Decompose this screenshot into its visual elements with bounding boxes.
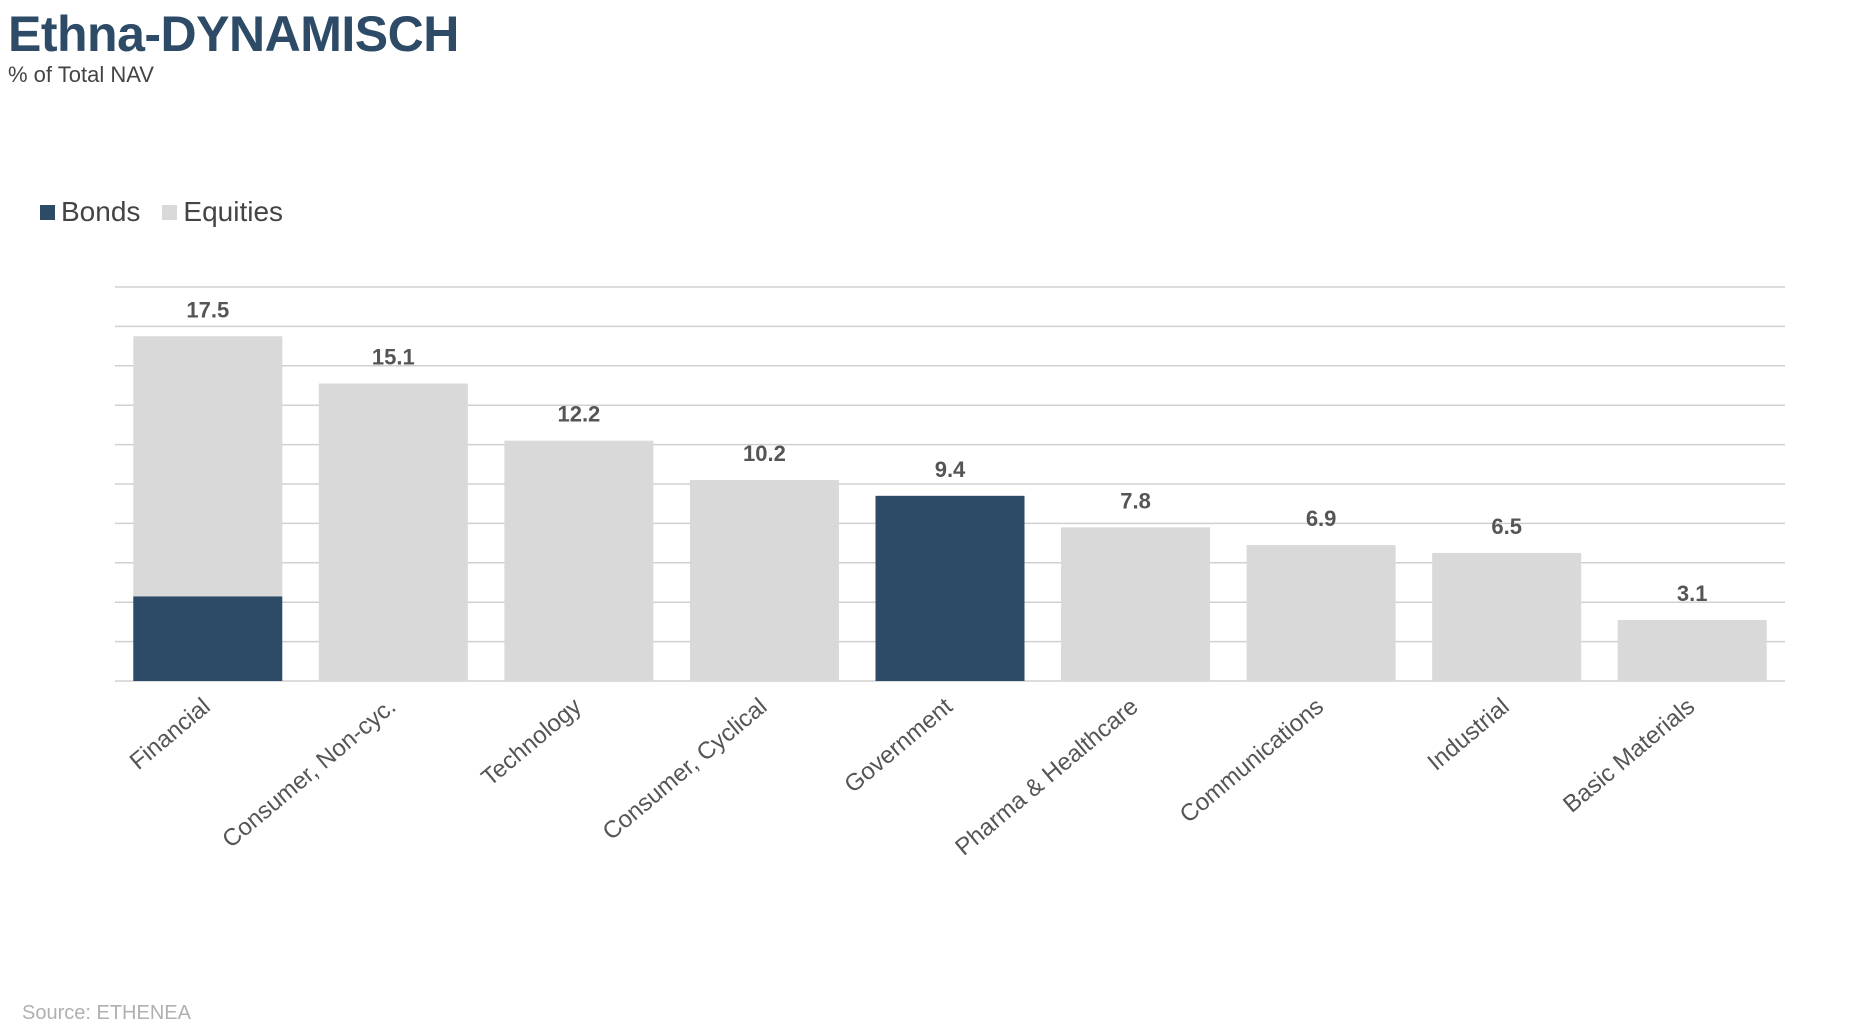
legend-item-equities: Equities	[162, 196, 283, 228]
category-label: Consumer, Non-cyc.	[217, 693, 401, 853]
legend-swatch-equities	[162, 204, 178, 220]
bar-equities-pharma-healthcare	[1061, 527, 1211, 681]
bar-chart: 17.5 Financial 15.1 Consumer, Non-cyc. 12.2 T…	[115, 286, 1785, 861]
category-label: Industrial	[1423, 693, 1515, 776]
source-note: Source: ETHENEA	[22, 1002, 191, 1024]
legend-label-bonds: Bonds	[61, 196, 141, 227]
bar-equities-basic-materials	[1617, 619, 1767, 681]
category-label: Pharma & Healthcare	[950, 693, 1143, 861]
data-label: 15.1	[372, 345, 415, 370]
category-label: Technology	[476, 693, 586, 792]
category-label: Government	[839, 693, 958, 799]
chart-subtitle: % of Total NAV	[8, 62, 154, 87]
bar-bonds-financial	[133, 596, 283, 681]
legend: Bonds Equities	[40, 196, 305, 228]
data-label: 9.4	[935, 457, 966, 482]
data-label: 7.8	[1120, 488, 1151, 513]
bar-equities-consumer-non-cyc-	[318, 383, 468, 681]
bar-bonds-government	[875, 495, 1025, 681]
data-label: 10.2	[743, 441, 786, 466]
bar-equities-consumer-cyclical	[689, 480, 839, 681]
data-label: 6.5	[1491, 514, 1522, 539]
data-label: 12.2	[557, 402, 600, 427]
chart-title: Ethna-DYNAMISCH	[8, 6, 459, 62]
data-label: 6.9	[1306, 506, 1337, 531]
bar-equities-financial	[133, 336, 283, 597]
category-label: Consumer, Cyclical	[598, 693, 773, 846]
bar-equities-technology	[504, 440, 654, 681]
data-label: 17.5	[186, 297, 229, 322]
legend-label-equities: Equities	[183, 196, 284, 227]
legend-item-bonds: Bonds	[40, 196, 140, 228]
category-label: Communications	[1175, 693, 1329, 829]
data-label: 3.1	[1677, 581, 1708, 606]
legend-swatch-bonds	[40, 204, 55, 220]
bar-equities-communications	[1246, 545, 1396, 681]
category-label: Financial	[125, 693, 216, 775]
category-label: Basic Materials	[1558, 693, 1700, 818]
bar-equities-industrial	[1432, 552, 1582, 681]
